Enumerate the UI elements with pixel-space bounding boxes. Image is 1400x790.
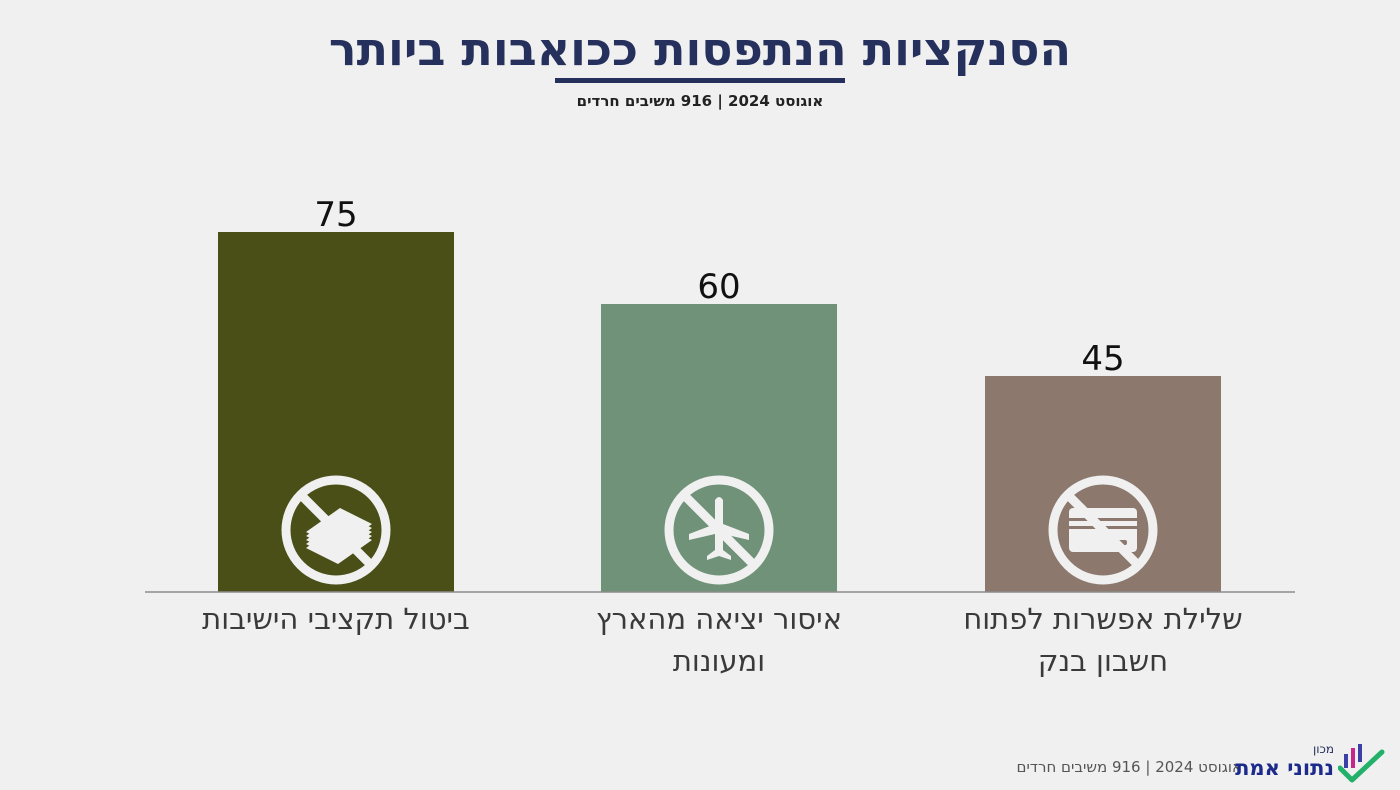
checkmark-logo-icon [1338, 744, 1385, 783]
category-label-line: ומעונות [672, 644, 766, 678]
prohibited-circle [664, 475, 774, 585]
bar-group: 75 [218, 195, 454, 592]
category-label-line: איסור יציאה מהארץ [596, 602, 842, 636]
chart-title: הסנקציות הנתפסות ככואבות ביותר [328, 22, 1072, 76]
category-label-line: חשבון בנק [1037, 644, 1169, 678]
bar-group: 45 [985, 339, 1221, 592]
logo-main-text: נתוני אמת [1235, 756, 1334, 780]
bar-group: 60 [601, 267, 837, 592]
chart-subtitle: אוגוסט 2024 | 916 משיבים חרדים [576, 92, 824, 110]
footer-caption: אוגוסט 2024 | 916 משיבים חרדים [1016, 758, 1243, 776]
prohibited-slash [296, 490, 376, 570]
category-label: איסור יציאה מהארץ ומעונות [529, 598, 909, 682]
bar-chart: 75 60 45 [145, 195, 1295, 593]
title-underline [555, 78, 845, 83]
category-label: שלילת אפשרות לפתוח חשבון בנק [913, 598, 1293, 682]
brand-logo: מכון נתוני אמת [1235, 742, 1386, 784]
category-label-line: ביטול תקציבי הישיבות [202, 602, 470, 636]
prohibited-circle [1048, 475, 1158, 585]
prohibited-circle [281, 475, 391, 585]
category-label: ביטול תקציבי הישיבות [146, 598, 526, 640]
bar-value-label: 60 [697, 267, 740, 307]
category-label-line: שלילת אפשרות לפתוח [963, 602, 1243, 636]
prohibited-slash [1063, 490, 1143, 570]
logo-small-text: מכון [1312, 742, 1334, 756]
bar-value-label: 75 [314, 195, 357, 235]
prohibited-slash [679, 490, 759, 570]
bar-value-label: 45 [1081, 339, 1124, 379]
